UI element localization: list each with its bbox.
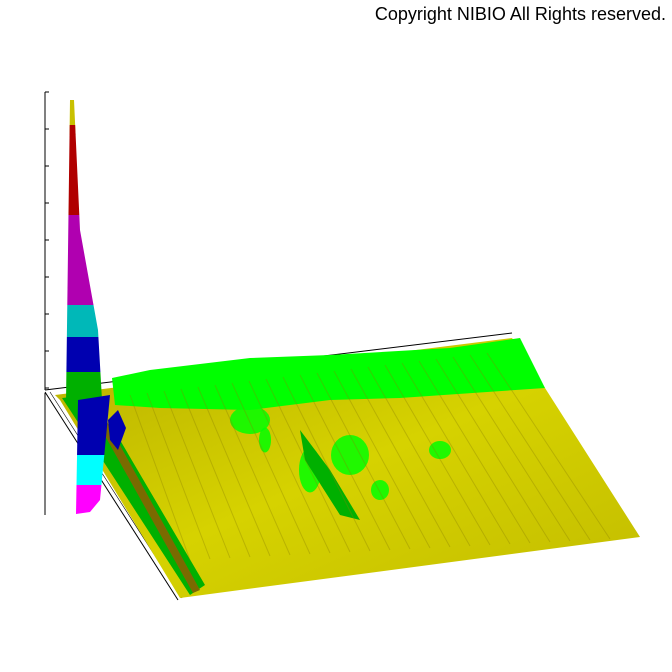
surface-streak	[316, 372, 411, 550]
surface-streak	[299, 374, 391, 551]
main-peak	[66, 100, 102, 402]
surface-streak	[384, 364, 491, 546]
front-axis	[44, 391, 179, 601]
peak-band-blue	[66, 337, 102, 372]
surface-streak	[248, 380, 331, 554]
surface-streak	[486, 352, 611, 540]
green-patch	[230, 406, 270, 434]
green-patches	[230, 406, 451, 520]
surface-streak	[163, 390, 231, 559]
surface-streak	[197, 386, 271, 557]
surface-back-ridge	[112, 338, 545, 410]
surface-streak	[452, 356, 571, 542]
surface-streak	[180, 388, 251, 558]
green-patch	[429, 441, 451, 459]
green-patch	[331, 435, 369, 475]
surface-streak	[401, 362, 511, 545]
second-blue-peak	[108, 410, 126, 450]
green-patch	[371, 480, 389, 500]
lower-band-magenta	[76, 485, 110, 514]
z-axis-ticks	[45, 91, 49, 389]
surface-streak	[282, 376, 371, 552]
peak-band-red	[66, 125, 102, 215]
green-patch	[259, 427, 271, 453]
surface-streak	[333, 370, 431, 549]
surface-streak	[231, 382, 311, 555]
surface-streak	[435, 358, 551, 543]
surface-streak	[367, 366, 471, 547]
peak-band-green	[66, 372, 102, 402]
surface-streak	[129, 394, 191, 561]
green-ridge	[300, 430, 360, 520]
copyright-text: Copyright NIBIO All Rights reserved.	[374, 4, 666, 24]
peak-band-tip	[66, 100, 102, 135]
lower-band-blue	[76, 395, 110, 455]
surface-streak	[214, 384, 291, 556]
surface-streak	[350, 368, 451, 548]
surface-streak	[146, 392, 211, 560]
surface-streaks	[129, 352, 611, 561]
surface-streak	[418, 360, 531, 544]
surface-streak	[265, 378, 351, 553]
surface-streak	[469, 354, 591, 541]
peak-band-cyan	[66, 305, 102, 337]
peak-band-magenta	[66, 215, 102, 305]
front-dark-streak	[85, 400, 200, 593]
